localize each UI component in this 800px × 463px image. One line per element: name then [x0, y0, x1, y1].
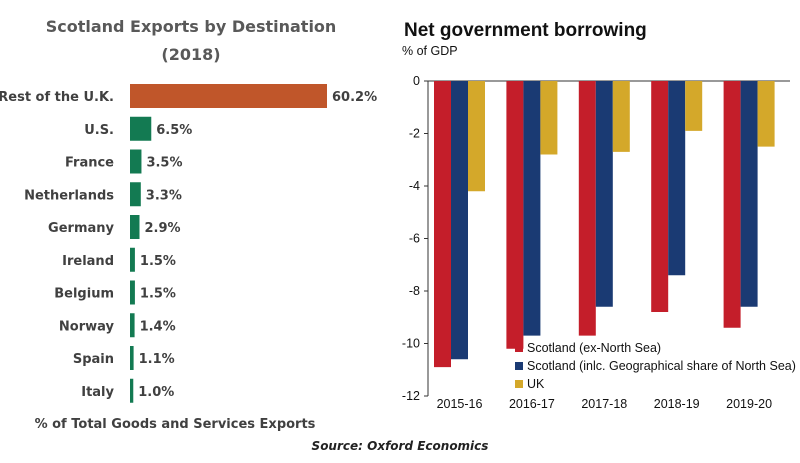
borrowing-bar — [578, 81, 596, 336]
borrowing-y-axis-label: % of GDP — [402, 44, 458, 58]
borrowing-bar — [740, 81, 758, 307]
category-label: Belgium — [54, 287, 114, 302]
y-tick-label: -4 — [409, 179, 420, 193]
export-bar — [130, 84, 327, 108]
y-tick-label: -2 — [409, 127, 420, 141]
category-label: U.S. — [84, 123, 114, 138]
y-tick-label: 0 — [413, 74, 420, 88]
export-bar — [130, 182, 141, 207]
value-label: 60.2% — [332, 90, 377, 105]
legend-label: UK — [527, 377, 545, 391]
borrowing-bar — [651, 81, 669, 312]
export-bar — [130, 378, 134, 403]
category-label: Ireland — [62, 254, 114, 269]
borrowing-bar — [757, 81, 775, 147]
category-label: Netherlands — [24, 188, 114, 203]
category-label: Italy — [81, 385, 114, 400]
value-label: 3.5% — [146, 156, 182, 171]
exports-chart-title: Scotland Exports by Destination — [46, 17, 337, 36]
y-tick-label: -8 — [409, 284, 420, 298]
export-bar — [130, 346, 134, 370]
borrowing-bar — [685, 81, 703, 131]
legend-label: Scotland (inlc. Geographical share of No… — [527, 359, 796, 373]
value-label: 3.3% — [146, 188, 182, 203]
borrowing-bar — [540, 81, 558, 155]
exports-chart: Scotland Exports by Destination (2018) R… — [0, 17, 377, 432]
legend-swatch — [515, 344, 523, 352]
borrowing-bar — [506, 81, 524, 349]
export-bar — [130, 215, 140, 239]
borrowing-bar — [468, 81, 485, 192]
x-tick-label: 2016-17 — [509, 397, 555, 410]
value-label: 1.4% — [140, 319, 176, 334]
legend-swatch — [515, 362, 523, 370]
borrowing-bar — [668, 81, 686, 276]
export-bar — [130, 149, 142, 174]
x-tick-label: 2019-20 — [726, 397, 772, 410]
borrowing-bar — [434, 81, 451, 368]
source-note: Source: Oxford Economics — [311, 439, 489, 453]
borrowing-bars — [434, 81, 775, 368]
category-label: France — [65, 156, 114, 171]
borrowing-bar — [595, 81, 613, 307]
exports-x-axis-label: % of Total Goods and Services Exports — [35, 417, 316, 432]
borrowing-bar — [523, 81, 541, 336]
borrowing-legend: Scotland (ex-North Sea) Scotland (inlc. G… — [515, 341, 796, 391]
value-label: 1.5% — [140, 287, 176, 302]
export-bar — [130, 280, 135, 305]
export-bar — [130, 247, 135, 272]
x-tick-label: 2015-16 — [437, 397, 483, 410]
borrowing-bar — [612, 81, 630, 152]
exports-chart-subtitle: (2018) — [161, 45, 220, 64]
x-tick-label: 2018-19 — [654, 397, 700, 410]
category-label: Rest of the U.K. — [0, 90, 114, 105]
borrowing-bar — [723, 81, 741, 328]
value-label: 2.9% — [144, 221, 180, 236]
borrowing-chart: Net government borrowing % of GDP 0 -2 -4 -… — [402, 20, 796, 410]
exports-bars: Rest of the U.K. 60.2% U.S. 6.5% France 3.5% N… — [0, 84, 377, 403]
value-label: 6.5% — [156, 123, 192, 138]
export-bar — [130, 116, 152, 141]
export-bar — [130, 313, 135, 338]
y-tick-label: -10 — [402, 337, 420, 351]
borrowing-bar — [451, 81, 468, 360]
borrowing-axes: 0 -2 -4 -6 -8 -10 -12 2015-16 2016-17 2017-18 2018… — [402, 74, 790, 410]
category-label: Norway — [59, 319, 115, 334]
legend-swatch — [515, 380, 523, 388]
y-tick-label: -12 — [402, 389, 420, 403]
borrowing-chart-title: Net government borrowing — [404, 20, 647, 41]
value-label: 1.5% — [140, 254, 176, 269]
legend-label: Scotland (ex-North Sea) — [527, 341, 661, 355]
x-tick-label: 2017-18 — [581, 397, 627, 410]
value-label: 1.0% — [138, 385, 174, 400]
category-label: Spain — [73, 352, 114, 367]
category-label: Germany — [48, 221, 114, 236]
value-label: 1.1% — [139, 352, 175, 367]
y-tick-label: -6 — [409, 232, 420, 246]
